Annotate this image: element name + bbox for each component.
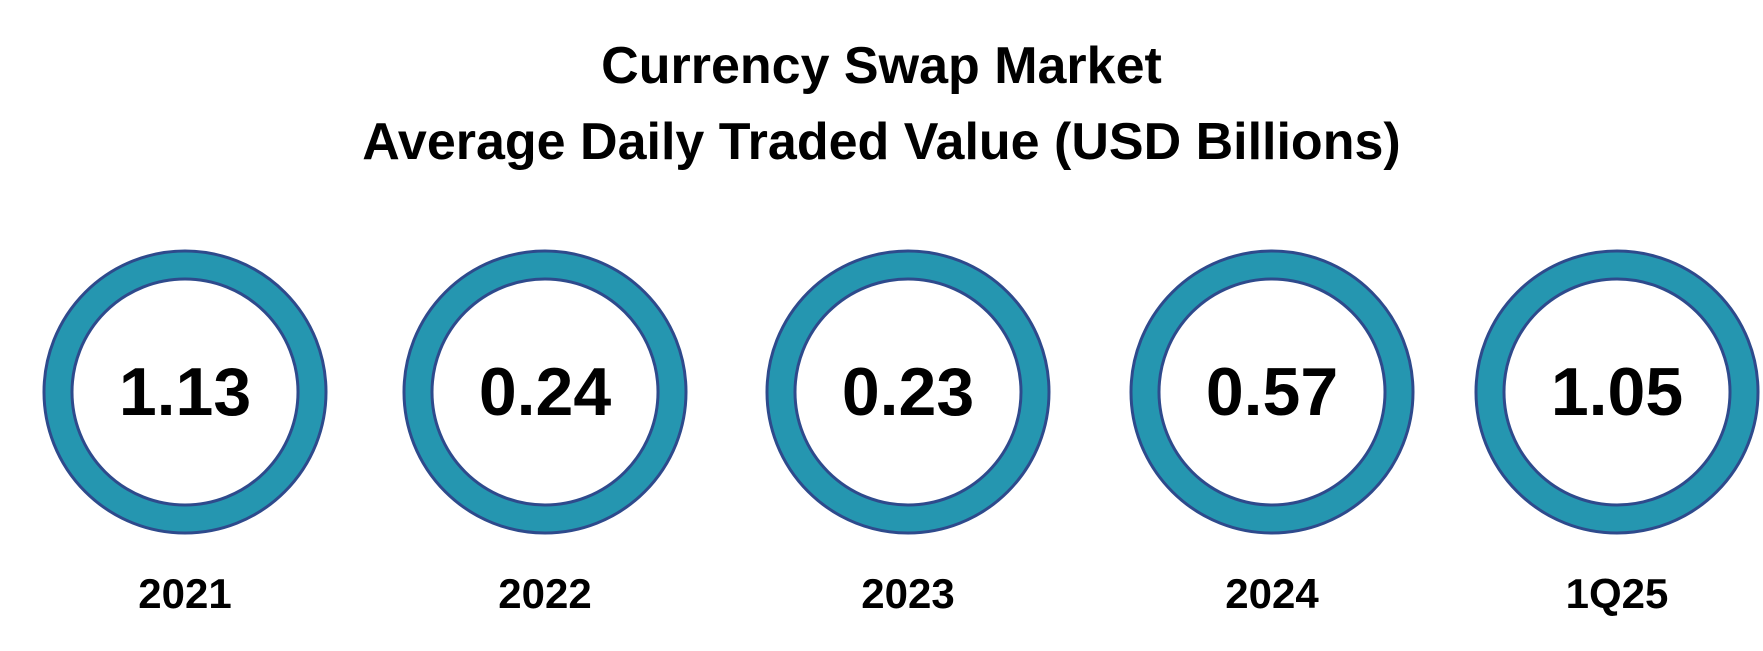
ring-inner-2024 (1157, 277, 1387, 507)
value-label-2023: 0.23 (842, 354, 974, 430)
ring-group-2021: 1.13 2021 (42, 249, 328, 617)
value-label-2024: 0.57 (1206, 354, 1338, 430)
chart-title: Currency Swap Market (601, 37, 1162, 95)
chart-title-block: Currency Swap Market Average Daily Trade… (0, 28, 1763, 180)
ring-inner-2021 (70, 277, 300, 507)
category-label-2021: 2021 (138, 570, 231, 617)
category-label-2023: 2023 (861, 570, 954, 617)
ring-inner-2023 (793, 277, 1023, 507)
category-label-1q25: 1Q25 (1566, 570, 1669, 617)
category-label-2024: 2024 (1225, 570, 1319, 617)
ring-group-1q25: 1.05 1Q25 (1474, 249, 1760, 617)
category-label-2022: 2022 (498, 570, 591, 617)
ring-inner-1q25 (1502, 277, 1732, 507)
ring-group-2022: 0.24 2022 (402, 249, 688, 617)
ring-group-2024: 0.57 2024 (1129, 249, 1415, 617)
ring-group-2023: 0.23 2023 (765, 249, 1051, 617)
value-label-2022: 0.24 (479, 354, 612, 430)
value-label-2021: 1.13 (119, 354, 251, 430)
chart-subtitle: Average Daily Traded Value (USD Billions… (362, 113, 1401, 171)
ring-inner-2022 (430, 277, 660, 507)
value-label-1q25: 1.05 (1551, 354, 1683, 430)
